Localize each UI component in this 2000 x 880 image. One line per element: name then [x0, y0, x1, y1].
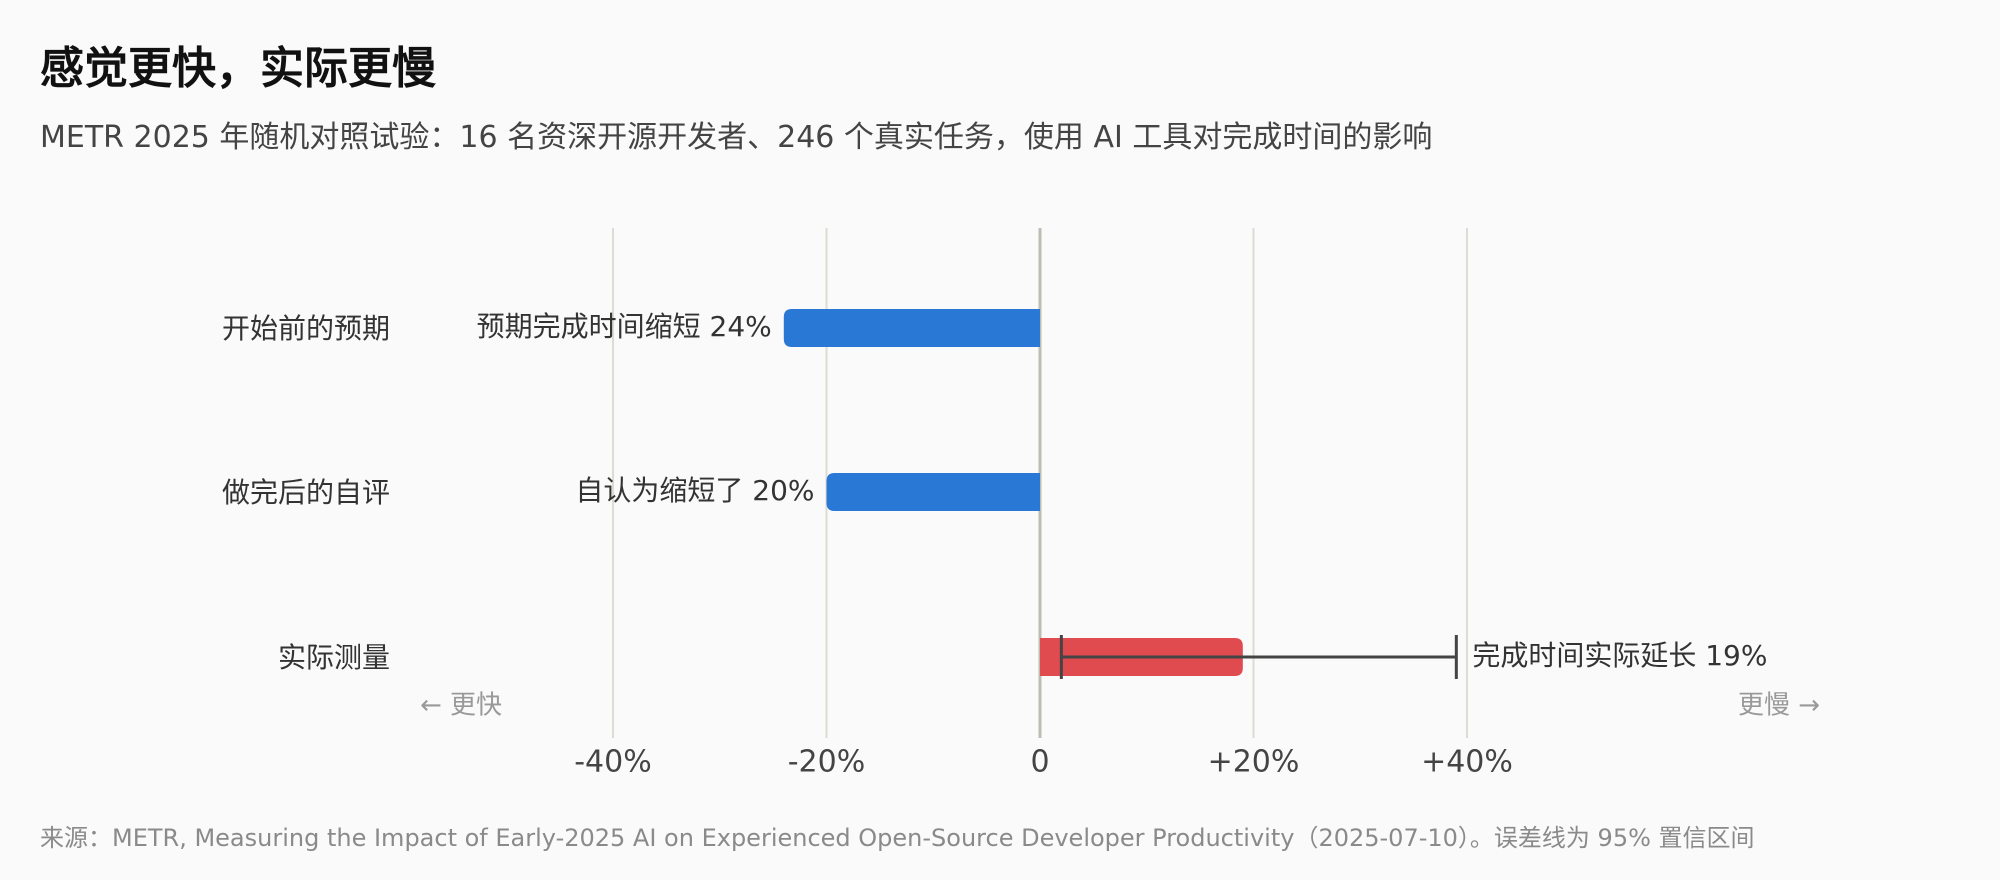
x-tick-label: +40% — [1421, 745, 1513, 780]
x-tick-label: -40% — [574, 745, 652, 780]
data-label: 预期完成时间缩短 24% — [477, 310, 772, 343]
x-tick-label: 0 — [1030, 745, 1049, 780]
chart-subtitle: METR 2025 年随机对照试验：16 名资深开源开发者、246 个真实任务，… — [40, 120, 1433, 155]
direction-label-slower: 更慢 → — [1738, 691, 1820, 721]
x-tick-label: +20% — [1208, 745, 1300, 780]
category-label: 做完后的自评 — [222, 476, 390, 509]
x-tick-label: -20% — [788, 745, 866, 780]
category-label: 开始前的预期 — [222, 312, 390, 345]
data-label: 完成时间实际延长 19% — [1472, 639, 1767, 672]
bar — [826, 473, 1040, 511]
category-label: 实际测量 — [278, 641, 390, 674]
direction-label-faster: ← 更快 — [420, 691, 502, 721]
data-label: 自认为缩短了 20% — [575, 474, 814, 507]
bar — [783, 309, 1040, 347]
chart-title: 感觉更快，实际更慢 — [40, 43, 436, 94]
source-note: 来源：METR, Measuring the Impact of Early-2… — [40, 824, 1755, 852]
